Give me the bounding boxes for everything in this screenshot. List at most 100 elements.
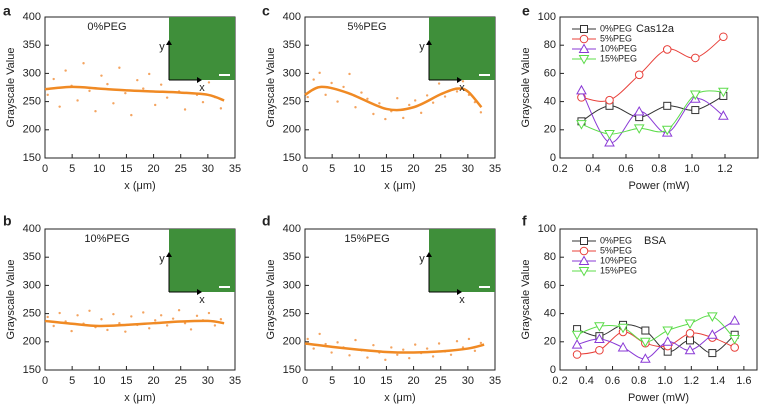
scatter-point — [201, 100, 205, 104]
inset-image — [429, 229, 495, 292]
plot-frame — [44, 228, 236, 371]
scatter-point — [124, 91, 127, 95]
y-tick-label: 400 — [23, 11, 41, 23]
x-tick-label: 15 — [380, 163, 392, 175]
scatter-point — [312, 347, 315, 350]
scatter-point — [443, 95, 447, 98]
y-tick-label: 400 — [283, 223, 301, 235]
y-tick-label: 300 — [23, 279, 41, 291]
scatter-point — [479, 341, 483, 345]
scatter-point — [130, 113, 133, 117]
scatter-point — [360, 91, 363, 94]
x-tick-label: 10 — [93, 375, 105, 387]
scatter-point — [414, 343, 417, 346]
legend-marker — [578, 267, 590, 277]
marker — [717, 87, 729, 98]
y-tick-label: 250 — [283, 96, 301, 108]
y-tick-label: 200 — [283, 124, 301, 136]
scatter-point — [324, 93, 327, 97]
scatter-point — [408, 356, 411, 360]
y-tick-label: 40 — [544, 308, 556, 320]
scatter-point — [419, 111, 423, 115]
scatter-point — [455, 90, 459, 93]
x-tick-label: 1.2 — [684, 375, 699, 387]
legend-marker — [579, 34, 589, 44]
marker — [717, 110, 729, 120]
x-tick-label: 25 — [435, 375, 447, 387]
legend-label: 15%PEG — [600, 53, 637, 63]
x-axis-title: x (μm) — [124, 180, 155, 192]
y-tick-label: 400 — [23, 223, 41, 235]
scatter-point — [354, 338, 357, 342]
scatter-point — [390, 346, 393, 349]
legend-marker — [578, 55, 590, 65]
x-tick-label: 0.4 — [579, 375, 594, 387]
inset-arrow — [457, 289, 462, 295]
y-tick-label: 350 — [23, 39, 41, 51]
scatter-point — [100, 318, 103, 321]
y-tick-label: 250 — [23, 96, 41, 108]
panel-label: 5%PEG — [347, 21, 386, 33]
marker — [576, 120, 587, 130]
marker — [662, 45, 672, 54]
marker — [571, 330, 583, 341]
scatter-point — [130, 315, 133, 318]
scatter-point — [312, 78, 315, 81]
plot-frame — [304, 228, 496, 371]
legend-label: 5%PEG — [600, 33, 632, 43]
inset-arrow — [197, 289, 202, 295]
y-axis-title: Grayscale Value — [265, 48, 277, 128]
x-tick-label: 0 — [302, 163, 308, 175]
x-tick-label: 20 — [147, 163, 159, 175]
x-tick-label: 5 — [329, 163, 335, 175]
panel-letter: d — [262, 213, 271, 229]
x-tick-label: 1.0 — [684, 163, 699, 175]
y-axis-title: Grayscale Value — [520, 260, 532, 340]
scatter-point — [64, 69, 67, 72]
scatter-point — [348, 354, 351, 357]
x-tick-label: 0.4 — [585, 163, 600, 175]
scatter-point — [52, 77, 55, 81]
x-tick-label: 10 — [93, 163, 105, 175]
y-tick-label: 250 — [23, 308, 41, 320]
panel-label: 15%PEG — [344, 233, 389, 245]
scatter-point — [148, 327, 151, 330]
scatter-point — [58, 311, 61, 315]
scatter-point — [306, 95, 309, 99]
marker — [684, 344, 696, 355]
x-tick-label: 30 — [462, 375, 474, 387]
scatter-point — [94, 109, 97, 113]
x-tick-label: 1.2 — [717, 163, 732, 175]
scatter-point — [165, 96, 169, 99]
scatter-point — [207, 81, 211, 84]
marker — [571, 339, 583, 349]
marker — [729, 315, 741, 325]
marker — [685, 329, 695, 338]
y-axis-title: Grayscale Value — [520, 48, 532, 128]
inset-x-label: x — [199, 82, 205, 94]
scatter-point — [88, 89, 91, 93]
y-tick-label: 60 — [544, 279, 556, 291]
x-axis-title: x (μm) — [124, 392, 155, 404]
y-tick-label: 0 — [550, 152, 556, 164]
legend-marker — [580, 237, 588, 245]
inset-y-label: y — [419, 41, 425, 53]
inset-x-label: x — [459, 82, 465, 94]
x-tick-label: 5 — [69, 163, 75, 175]
panel-label: 10%PEG — [84, 233, 129, 245]
x-tick-label: 25 — [175, 163, 187, 175]
inset-arrow — [166, 252, 172, 257]
scatter-point — [372, 112, 375, 116]
x-tick-label: 35 — [489, 163, 501, 175]
scatter-point — [473, 349, 477, 353]
scatter-point — [142, 311, 145, 314]
marker — [719, 32, 728, 42]
scatter-point — [165, 324, 169, 327]
x-tick-label: 20 — [147, 375, 159, 387]
x-tick-label: 25 — [435, 163, 447, 175]
legend-marker — [578, 43, 590, 53]
x-tick-label: 15 — [120, 375, 132, 387]
y-tick-label: 20 — [544, 336, 556, 348]
scatter-point — [467, 337, 471, 341]
